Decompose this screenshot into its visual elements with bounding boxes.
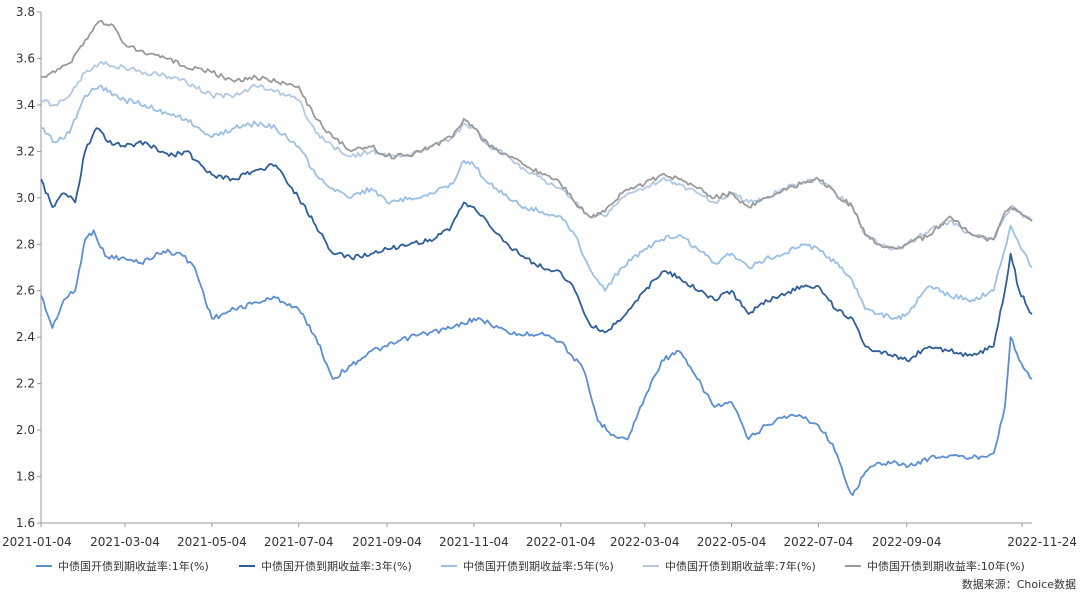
y-tick-label: 2.0	[16, 423, 35, 437]
series-line	[40, 20, 1033, 250]
series-line	[40, 229, 1033, 496]
legend-label: 中债国开债到期收益率:1年(%)	[58, 559, 209, 573]
series-line	[40, 60, 1033, 251]
series-lines	[40, 20, 1033, 496]
y-tick-label: 1.6	[16, 516, 35, 530]
x-tick-label: 2021-07-04	[264, 535, 334, 549]
y-axis-ticks: 1.6 1.8 2.0 2.2 2.4 2.6 2.8 3.0 3.2 3.4 3.6 3.8	[16, 5, 41, 530]
y-tick-label: 2.6	[16, 284, 35, 298]
source-note: 数据来源：Choice数据	[962, 577, 1076, 591]
y-tick-label: 3.2	[16, 144, 35, 158]
y-tick-label: 3.4	[16, 98, 35, 112]
x-tick-label: 2021-09-04	[352, 535, 422, 549]
series-line	[40, 127, 1033, 363]
x-tick-label: 2022-01-04	[526, 535, 596, 549]
legend-label: 中债国开债到期收益率:10年(%)	[867, 559, 1025, 573]
x-tick-label: 2022-11-24	[1007, 535, 1077, 549]
y-tick-label: 3.8	[16, 5, 35, 19]
legend: 中债国开债到期收益率:1年(%) 中债国开债到期收益率:3年(%) 中债国开债到期收…	[36, 559, 1025, 573]
series-line	[41, 84, 1033, 321]
x-tick-label: 2022-09-04	[872, 535, 942, 549]
y-tick-label: 3.6	[16, 51, 35, 65]
axes	[40, 12, 1032, 524]
legend-label: 中债国开债到期收益率:5年(%)	[463, 559, 614, 573]
x-tick-label: 2022-05-04	[697, 535, 767, 549]
x-tick-label: 2022-07-04	[784, 535, 854, 549]
x-tick-label: 2022-03-04	[610, 535, 680, 549]
x-tick-label: 2021-01-04	[2, 535, 72, 549]
y-tick-label: 2.8	[16, 237, 35, 251]
legend-label: 中债国开债到期收益率:3年(%)	[261, 559, 412, 573]
x-tick-label: 2021-11-04	[439, 535, 509, 549]
x-axis-ticks: 2021-01-04 2021-03-04 2021-05-04 2021-07-04…	[2, 523, 1077, 549]
legend-label: 中债国开债到期收益率:7年(%)	[665, 559, 816, 573]
y-tick-label: 2.4	[16, 330, 35, 344]
x-tick-label: 2021-03-04	[90, 535, 160, 549]
x-tick-label: 2021-05-04	[177, 535, 247, 549]
y-tick-label: 2.2	[16, 377, 35, 391]
y-tick-label: 1.8	[16, 470, 35, 484]
y-tick-label: 3.0	[16, 191, 35, 205]
